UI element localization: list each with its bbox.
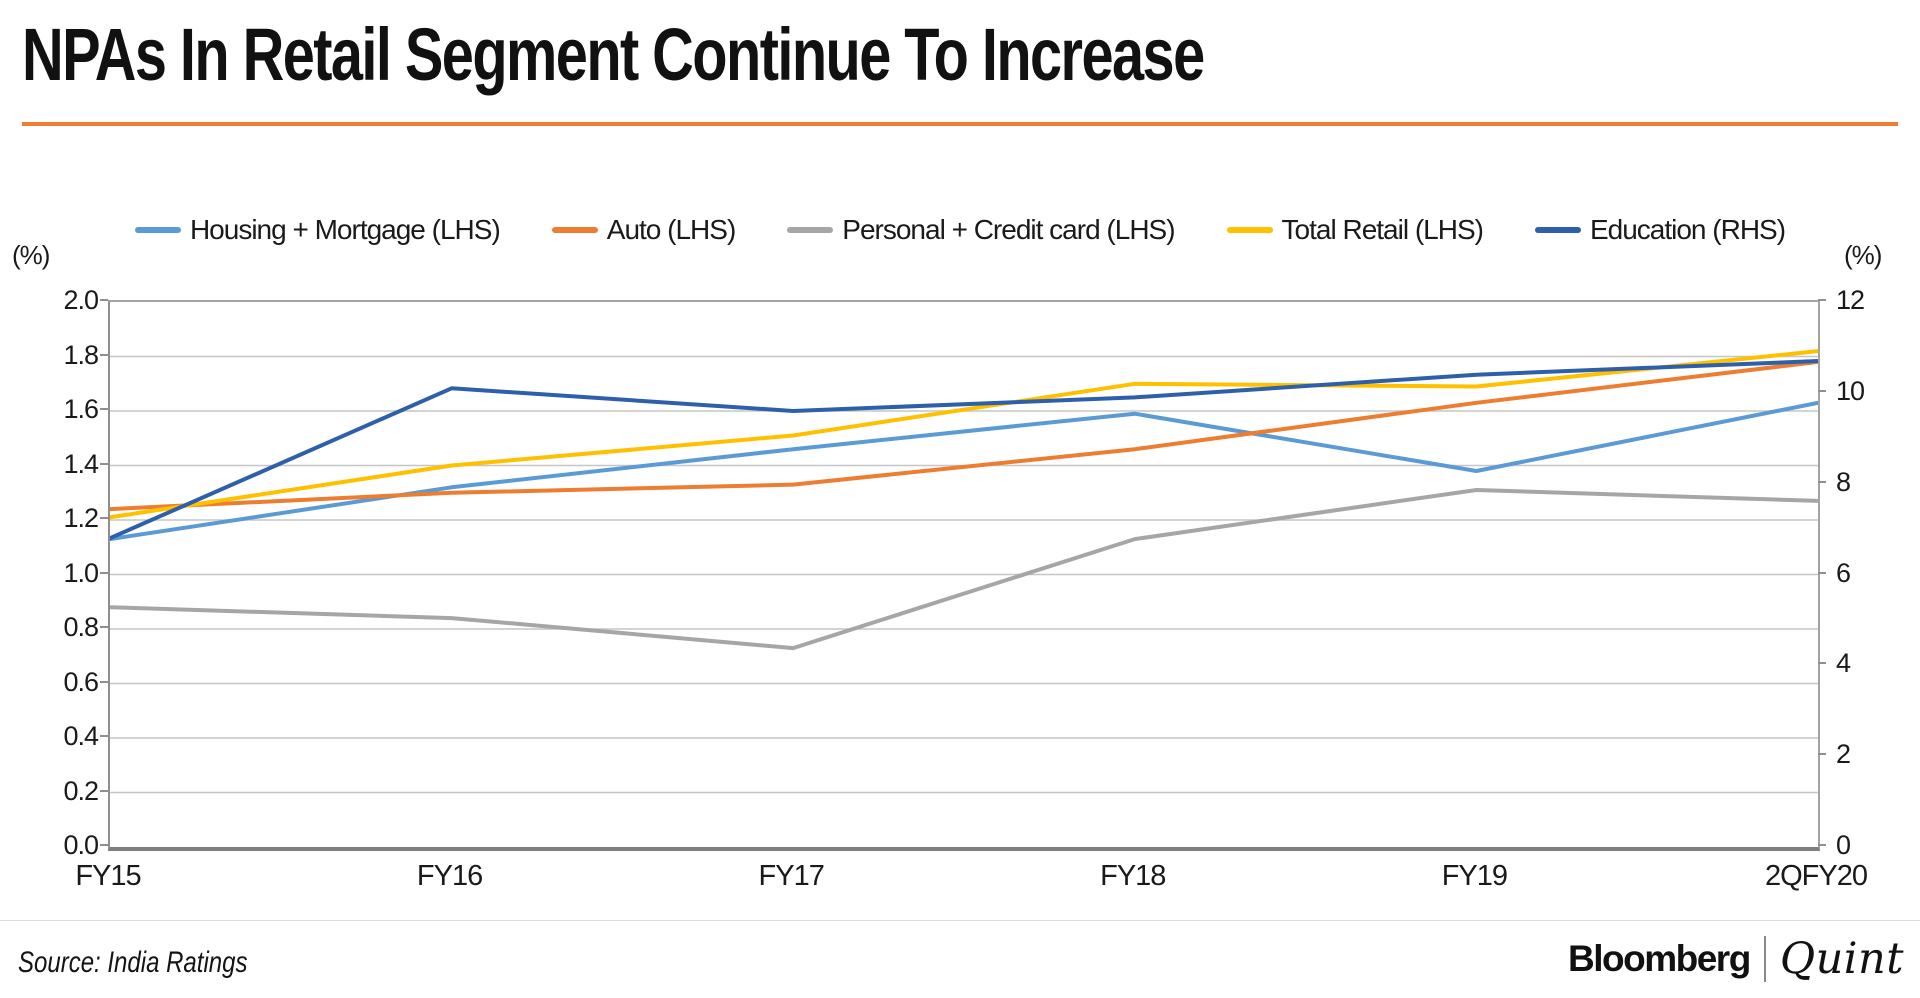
- right-axis-tick-mark: [1818, 844, 1826, 846]
- page-title: NPAs In Retail Segment Continue To Incre…: [22, 13, 1205, 96]
- left-axis-tick-mark: [100, 517, 108, 519]
- legend-label: Education (RHS): [1589, 214, 1786, 245]
- left-axis-tick-label: 0.0: [63, 830, 99, 860]
- right-axis-tick-label: 0: [1836, 830, 1851, 860]
- chart-plot-svg: [110, 349, 1818, 794]
- legend-item-education-rhs: Education (RHS): [1534, 214, 1786, 246]
- right-axis-unit-label: (%): [1844, 240, 1882, 270]
- source-attribution: Source: India Ratings: [18, 946, 248, 979]
- left-axis-tick-mark: [100, 844, 108, 846]
- left-axis-tick-label: 1.6: [63, 394, 99, 424]
- x-axis-tick-label-fy17: FY17: [758, 860, 825, 892]
- legend-label: Auto (LHS): [606, 214, 736, 245]
- left-axis-tick-mark: [100, 462, 108, 465]
- right-axis-tick-mark: [1818, 299, 1826, 301]
- series-line-auto-lhs: [110, 359, 1818, 512]
- right-axis-tick-label: 12: [1836, 285, 1865, 315]
- legend-label: Housing + Mortgage (LHS): [189, 214, 501, 245]
- legend-label: Personal + Credit card (LHS): [842, 214, 1175, 245]
- left-axis-tick-mark: [100, 735, 108, 737]
- right-axis-tick-mark: [1818, 389, 1826, 392]
- series-line-housing-mortgage-lhs: [110, 400, 1818, 542]
- bloomberg-quint-logo: Bloomberg Quint: [1568, 934, 1904, 984]
- series-line-personal-credit-card-lhs: [110, 488, 1818, 651]
- right-axis-tick-mark: [1818, 571, 1826, 574]
- x-axis-tick-label-fy15: FY15: [75, 860, 141, 892]
- left-axis-tick-label: 1.4: [63, 448, 99, 479]
- legend-swatch-personal-credit-card-lhs: [787, 227, 834, 233]
- chart-legend: Housing + Mortgage (LHS) Auto (LHS) Person…: [0, 208, 1920, 252]
- right-axis-tick-label: 10: [1836, 375, 1865, 406]
- right-axis-tick-mark: [1818, 662, 1826, 665]
- logo-divider-bar: [1763, 936, 1766, 982]
- left-axis-tick-mark: [100, 626, 108, 628]
- left-axis-tick-label: 1.8: [63, 339, 99, 370]
- x-axis-tick-label-2qfy20: 2QFY20: [1765, 860, 1868, 892]
- legend-label: Total Retail (LHS): [1281, 214, 1484, 245]
- right-axis-tick-label: 4: [1836, 648, 1851, 679]
- legend-swatch-auto-lhs: [551, 227, 598, 233]
- right-axis-tick-label: 2: [1836, 739, 1851, 770]
- footer-divider: [0, 920, 1920, 921]
- x-axis-tick-label-fy16: FY16: [416, 860, 483, 892]
- right-axis-tick-label: 6: [1836, 557, 1851, 588]
- x-axis-tick-label-fy18: FY18: [1100, 860, 1166, 892]
- left-axis-tick-label: 1.2: [63, 503, 99, 533]
- left-axis-tick-mark: [100, 571, 108, 574]
- title-accent-rule: [22, 122, 1898, 126]
- quint-wordmark: Quint: [1779, 934, 1904, 984]
- right-axis-tick-label: 8: [1836, 466, 1851, 497]
- series-line-education-rhs: [110, 359, 1818, 541]
- left-axis-tick-label: 0.6: [63, 666, 99, 697]
- left-axis-tick-label: 1.0: [63, 557, 99, 588]
- plot-area: [108, 300, 1820, 851]
- legend-item-auto-lhs: Auto (LHS): [551, 214, 736, 246]
- left-axis-tick-mark: [100, 299, 108, 301]
- legend-swatch-education-rhs: [1534, 227, 1581, 233]
- right-axis-tick-mark: [1818, 753, 1826, 756]
- legend-swatch-total-retail-lhs: [1226, 227, 1273, 233]
- left-axis-tick-mark: [100, 680, 108, 683]
- legend-swatch-housing-mortgage-lhs: [134, 227, 181, 233]
- left-axis-tick-label: 0.8: [63, 612, 99, 642]
- legend-item-personal-credit-card-lhs: Personal + Credit card (LHS): [787, 214, 1176, 246]
- left-axis-tick-label: 2.0: [63, 285, 99, 315]
- left-axis-tick-mark: [100, 408, 108, 410]
- left-axis-tick-label: 0.4: [63, 721, 99, 751]
- bloomberg-wordmark: Bloomberg: [1568, 938, 1751, 979]
- legend-item-total-retail-lhs: Total Retail (LHS): [1226, 214, 1484, 246]
- left-axis-tick-label: 0.2: [63, 775, 99, 806]
- series-line-total-retail-lhs: [110, 349, 1818, 520]
- left-axis-unit-label: (%): [12, 240, 50, 270]
- right-axis-tick-mark: [1818, 480, 1826, 483]
- left-axis-tick-mark: [100, 353, 108, 356]
- x-axis-tick-label-fy19: FY19: [1441, 860, 1508, 892]
- left-axis-tick-mark: [100, 789, 108, 792]
- legend-item-housing-mortgage-lhs: Housing + Mortgage (LHS): [134, 214, 501, 246]
